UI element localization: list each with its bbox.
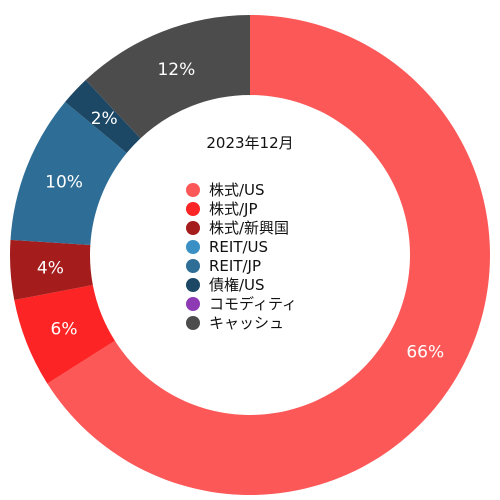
slice-2 xyxy=(10,239,93,300)
slice-label-1: 6% xyxy=(51,320,78,340)
legend-swatch-1 xyxy=(186,202,200,216)
legend-swatch-3 xyxy=(186,240,200,254)
legend-entry-1: 株式/JP xyxy=(209,200,258,218)
legend-swatch-7 xyxy=(186,316,200,330)
legend-entry-5: 債権/US xyxy=(209,276,265,294)
slices-group xyxy=(10,15,490,495)
legend-entry-3: REIT/US xyxy=(209,238,268,256)
legend-swatch-0 xyxy=(186,183,200,197)
legend: 株式/US株式/JP株式/新興国REIT/USREIT/JP債権/USコモディテ… xyxy=(186,181,297,332)
slice-1 xyxy=(14,284,115,384)
slice-5 xyxy=(65,80,141,154)
legend-entry-0: 株式/US xyxy=(209,181,265,199)
legend-entry-4: REIT/JP xyxy=(209,257,261,275)
slice-0 xyxy=(47,15,490,495)
chart-title: 2023年12月 xyxy=(206,134,293,152)
slice-labels-group: 66% 6% 4% 10% 2% 12% xyxy=(37,60,444,362)
slice-label-7: 12% xyxy=(157,60,195,80)
legend-swatch-6 xyxy=(186,297,200,311)
legend-entry-2: 株式/新興国 xyxy=(209,219,289,237)
slice-label-2: 4% xyxy=(37,259,64,279)
legend-entry-6: コモディティ xyxy=(209,295,297,313)
legend-swatch-4 xyxy=(186,259,200,273)
legend-swatch-5 xyxy=(186,278,200,292)
slice-7 xyxy=(85,15,250,139)
slice-label-4: 10% xyxy=(45,172,83,192)
slice-4 xyxy=(10,102,127,245)
slice-label-0: 66% xyxy=(406,342,444,362)
legend-entry-7: キャッシュ xyxy=(209,314,284,332)
legend-swatch-2 xyxy=(186,221,200,235)
slice-label-5: 2% xyxy=(91,109,118,129)
